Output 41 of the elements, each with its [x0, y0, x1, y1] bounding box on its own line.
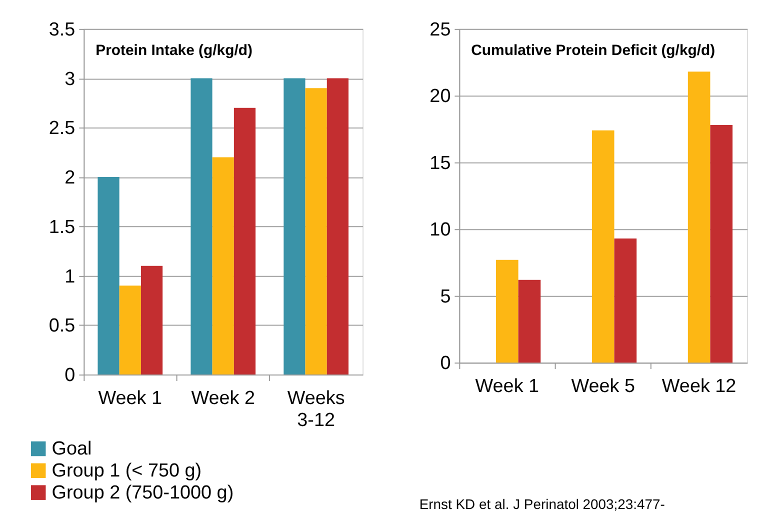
- y-tick-label: 2.5: [48, 118, 76, 140]
- legend-label: Group 1 (< 750 g): [52, 460, 202, 482]
- legend-label: Goal: [52, 438, 92, 460]
- bar: [592, 130, 614, 363]
- bar: [326, 78, 349, 375]
- y-tick-label: 2: [64, 168, 76, 189]
- y-tick-label: 15: [430, 152, 451, 174]
- x-tick-label: Week 2: [191, 388, 255, 409]
- bar: [119, 286, 141, 375]
- y-tick-label: 1: [64, 266, 76, 288]
- y-tick-label: 10: [430, 220, 451, 241]
- y-tick-label: 0: [64, 365, 76, 386]
- y-tick-label: 20: [430, 86, 451, 108]
- bar: [234, 108, 256, 375]
- text: Ernst KD et al. J Perinatol 2003;23:477-: [419, 496, 666, 512]
- bar: [688, 72, 710, 363]
- bar: [496, 260, 518, 363]
- y-tick-label: 0.5: [48, 316, 76, 337]
- text: Cumulative Protein Deficit (g/kg/d): [471, 42, 716, 59]
- y-tick-label: 0: [440, 353, 451, 374]
- x-tick-label: Week 1: [475, 376, 540, 397]
- text: Protein Intake (g/kg/d): [96, 42, 253, 59]
- bar: [284, 78, 306, 375]
- y-tick-label: 25: [430, 19, 451, 40]
- x-tick-label: Week 5: [571, 376, 635, 397]
- bar: [518, 280, 541, 363]
- y-tick-label: 3.5: [48, 19, 76, 40]
- x-tick-label: Week 12: [662, 376, 736, 397]
- bar: [614, 238, 637, 363]
- y-tick-label: 3: [64, 68, 76, 90]
- bar: [305, 88, 327, 375]
- legend-label: Group 2 (750-1000 g): [52, 482, 234, 504]
- y-tick-label: 5: [440, 286, 451, 308]
- x-tick-label: Weeks 3-12: [287, 388, 345, 431]
- bar: [190, 78, 212, 375]
- y-tick-label: 1.5: [48, 216, 76, 238]
- bar: [98, 177, 120, 375]
- bar: [140, 266, 163, 375]
- x-tick-label: Week 1: [98, 388, 162, 409]
- bar: [212, 157, 234, 375]
- bar: [710, 125, 733, 363]
